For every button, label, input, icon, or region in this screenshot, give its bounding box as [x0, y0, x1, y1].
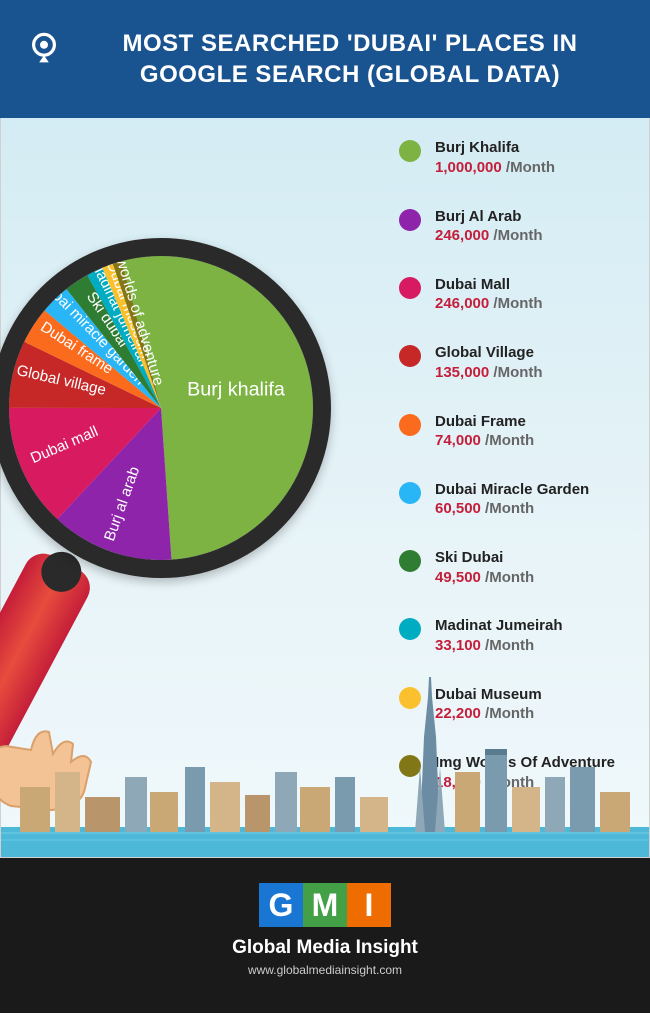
footer: GMI Global Media Insight www.globalmedia… [0, 858, 650, 1013]
legend-text: Dubai Miracle Garden60,500 /Month [435, 480, 589, 520]
legend-value-row: 60,500 /Month [435, 499, 589, 520]
company-url: www.globalmediainsight.com [0, 963, 650, 977]
legend-value-row: 33,100 /Month [435, 636, 563, 657]
pie-magnifier: Burj khalifaBurj al arabDubai mallGlobal… [0, 238, 331, 578]
legend-value: 49,500 [435, 569, 481, 586]
legend-value-row: 1,000,000 /Month [435, 158, 555, 179]
header-banner: MOST SEARCHED 'DUBAI' PLACES IN GOOGLE S… [0, 0, 650, 118]
legend-month-suffix: /Month [489, 295, 542, 312]
logo-letter: G [259, 883, 303, 927]
legend-item: Dubai Frame74,000 /Month [399, 412, 629, 452]
legend-value-row: 246,000 /Month [435, 226, 543, 247]
legend-text: Global Village135,000 /Month [435, 343, 543, 383]
legend-name: Dubai Miracle Garden [435, 480, 589, 500]
legend-value: 60,500 [435, 500, 481, 517]
company-name: Global Media Insight [0, 937, 650, 959]
legend-value: 74,000 [435, 432, 481, 449]
legend-item: Ski Dubai49,500 /Month [399, 548, 629, 588]
legend-name: Global Village [435, 343, 543, 363]
legend-value: 33,100 [435, 637, 481, 654]
pie-chart: Burj khalifaBurj al arabDubai mallGlobal… [9, 256, 313, 560]
legend-item: Burj Khalifa1,000,000 /Month [399, 138, 629, 178]
legend-value-row: 49,500 /Month [435, 568, 534, 589]
legend-name: Burj Al Arab [435, 207, 543, 227]
gmi-logo: GMI [259, 883, 391, 927]
pie-slice-label: Burj khalifa [187, 379, 285, 401]
legend-value-row: 74,000 /Month [435, 431, 534, 452]
legend-color-dot [399, 209, 421, 231]
legend-month-suffix: /Month [481, 500, 534, 517]
legend-month-suffix: /Month [502, 159, 555, 176]
location-pin-icon [28, 32, 60, 64]
legend-item: Madinat Jumeirah33,100 /Month [399, 616, 629, 656]
legend-item: Dubai Mall246,000 /Month [399, 275, 629, 315]
legend-value-row: 135,000 /Month [435, 363, 543, 384]
legend-name: Dubai Frame [435, 412, 534, 432]
legend-color-dot [399, 140, 421, 162]
legend-name: Burj Khalifa [435, 138, 555, 158]
legend-text: Burj Khalifa1,000,000 /Month [435, 138, 555, 178]
legend-text: Dubai Frame74,000 /Month [435, 412, 534, 452]
legend-color-dot [399, 345, 421, 367]
legend-text: Ski Dubai49,500 /Month [435, 548, 534, 588]
legend-text: Madinat Jumeirah33,100 /Month [435, 616, 563, 656]
legend-month-suffix: /Month [481, 432, 534, 449]
legend-month-suffix: /Month [481, 637, 534, 654]
legend-value: 246,000 [435, 227, 489, 244]
legend-text: Burj Al Arab246,000 /Month [435, 207, 543, 247]
legend-name: Ski Dubai [435, 548, 534, 568]
legend-month-suffix: /Month [489, 364, 542, 381]
legend-color-dot [399, 277, 421, 299]
legend-value: 1,000,000 [435, 159, 502, 176]
legend-name: Madinat Jumeirah [435, 616, 563, 636]
legend-item: Dubai Miracle Garden60,500 /Month [399, 480, 629, 520]
legend-color-dot [399, 414, 421, 436]
legend-color-dot [399, 482, 421, 504]
legend-month-suffix: /Month [481, 569, 534, 586]
main-panel: Burj khalifaBurj al arabDubai mallGlobal… [0, 118, 650, 858]
legend-color-dot [399, 618, 421, 640]
skyline-illustration [1, 677, 649, 857]
legend-color-dot [399, 550, 421, 572]
logo-letter: M [303, 883, 347, 927]
legend-value: 135,000 [435, 364, 489, 381]
logo-letter: I [347, 883, 391, 927]
legend-name: Dubai Mall [435, 275, 543, 295]
legend-value: 246,000 [435, 295, 489, 312]
legend-item: Global Village135,000 /Month [399, 343, 629, 383]
page-title: MOST SEARCHED 'DUBAI' PLACES IN GOOGLE S… [70, 28, 630, 90]
legend-item: Burj Al Arab246,000 /Month [399, 207, 629, 247]
legend-month-suffix: /Month [489, 227, 542, 244]
legend-text: Dubai Mall246,000 /Month [435, 275, 543, 315]
legend-value-row: 246,000 /Month [435, 294, 543, 315]
